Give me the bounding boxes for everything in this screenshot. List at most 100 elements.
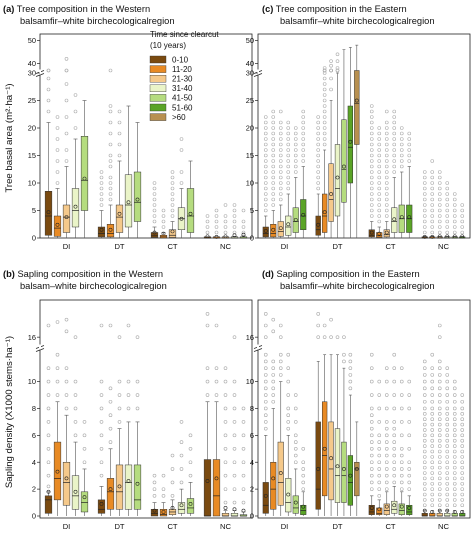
box-31-40 [391, 500, 398, 514]
outlier-point [179, 420, 184, 424]
outlier-point [335, 68, 340, 73]
mean-marker [232, 233, 237, 238]
legend-swatch [149, 94, 167, 102]
outlier-point [99, 379, 104, 384]
outlier-point [392, 131, 397, 136]
box-31-40 [391, 207, 398, 233]
outlier-point [445, 503, 450, 508]
outlier-point [369, 473, 374, 478]
mean-marker [377, 507, 382, 512]
outlier-point [46, 87, 51, 92]
outlier-point [430, 417, 435, 422]
outlier-point [271, 175, 276, 180]
category-group-ct: CT [368, 352, 413, 531]
mean-marker [348, 473, 353, 478]
outlier-point [188, 433, 193, 438]
outlier-point [117, 335, 122, 339]
outlier-point [271, 373, 276, 377]
outlier-point [322, 126, 327, 130]
outlier-point [214, 219, 219, 224]
outlier-point [46, 406, 51, 411]
outlier-point [369, 159, 374, 163]
outlier-point [460, 203, 465, 207]
outlier-point [301, 137, 306, 141]
outlier-point [64, 393, 69, 397]
box-41-50 [133, 171, 142, 222]
outlier-point [293, 170, 298, 174]
box-0-10 [150, 232, 159, 238]
outlier-point [214, 214, 219, 218]
category-label: NC [220, 522, 231, 531]
outlier-point [445, 412, 450, 416]
y-tick-label: 15 [28, 151, 36, 160]
outlier-point [399, 366, 404, 370]
outlier-point [135, 379, 140, 384]
outlier-point [384, 487, 389, 491]
outlier-point [322, 68, 327, 73]
outlier-point [422, 422, 427, 427]
outlier-point [301, 126, 306, 130]
y-tick-label: 10 [28, 179, 36, 188]
outlier-point [369, 120, 374, 125]
outlier-point [232, 379, 237, 384]
mean-marker [316, 467, 321, 471]
outlier-point [263, 373, 268, 377]
outlier-point [430, 428, 435, 432]
mean-marker [407, 506, 412, 510]
outlier-point [399, 164, 404, 169]
mean-marker [241, 232, 246, 237]
outlier-point [407, 137, 412, 141]
y-tick-label: 8 [32, 404, 36, 413]
mean-marker [301, 212, 306, 217]
outlier-point [437, 225, 442, 229]
box-41-50 [341, 119, 347, 203]
box-11-20 [106, 224, 115, 238]
outlier-point [392, 126, 397, 130]
outlier-point [64, 82, 69, 86]
outlier-point [73, 379, 78, 384]
y-tick-label: 5 [250, 206, 254, 215]
outlier-point [430, 465, 435, 470]
outlier-point [445, 444, 450, 448]
outlier-point [46, 420, 51, 424]
outlier-point [205, 379, 210, 384]
outlier-point [322, 109, 327, 114]
category-label: CT [167, 522, 177, 531]
outlier-point [214, 230, 219, 235]
axis-break-gap [39, 344, 41, 350]
mean-marker [117, 211, 122, 216]
outlier-point [263, 393, 268, 397]
outlier-point [223, 460, 228, 465]
outlier-point [286, 131, 291, 136]
outlier-point [205, 366, 210, 370]
outlier-point [392, 440, 397, 444]
outlier-point [335, 52, 340, 57]
outlier-point [286, 170, 291, 174]
outlier-point [342, 352, 346, 357]
y-tick-label: 6 [32, 431, 36, 440]
outlier-point [152, 487, 157, 491]
outlier-point [445, 230, 450, 235]
outlier-point [445, 203, 450, 207]
outlier-point [223, 203, 228, 207]
panel-b-label: (b) [3, 269, 15, 279]
outlier-point [437, 335, 442, 339]
outlier-point [46, 393, 51, 397]
outlier-point [271, 131, 276, 136]
box-31-40 [124, 464, 133, 510]
outlier-point [460, 433, 465, 438]
box-41-50 [186, 498, 195, 514]
outlier-point [316, 186, 321, 191]
outlier-point [422, 498, 427, 502]
outlier-point [271, 115, 276, 119]
legend-label: 41-50 [172, 94, 193, 103]
outlier-point [271, 142, 276, 147]
outlier-point [377, 186, 382, 191]
y-tick-label: 8 [250, 404, 254, 413]
category-label: NC [438, 242, 449, 251]
outlier-point [407, 480, 412, 485]
outlier-point [407, 153, 412, 158]
box-21-30 [115, 464, 124, 510]
mean-marker [278, 226, 283, 231]
outlier-point [348, 359, 353, 364]
